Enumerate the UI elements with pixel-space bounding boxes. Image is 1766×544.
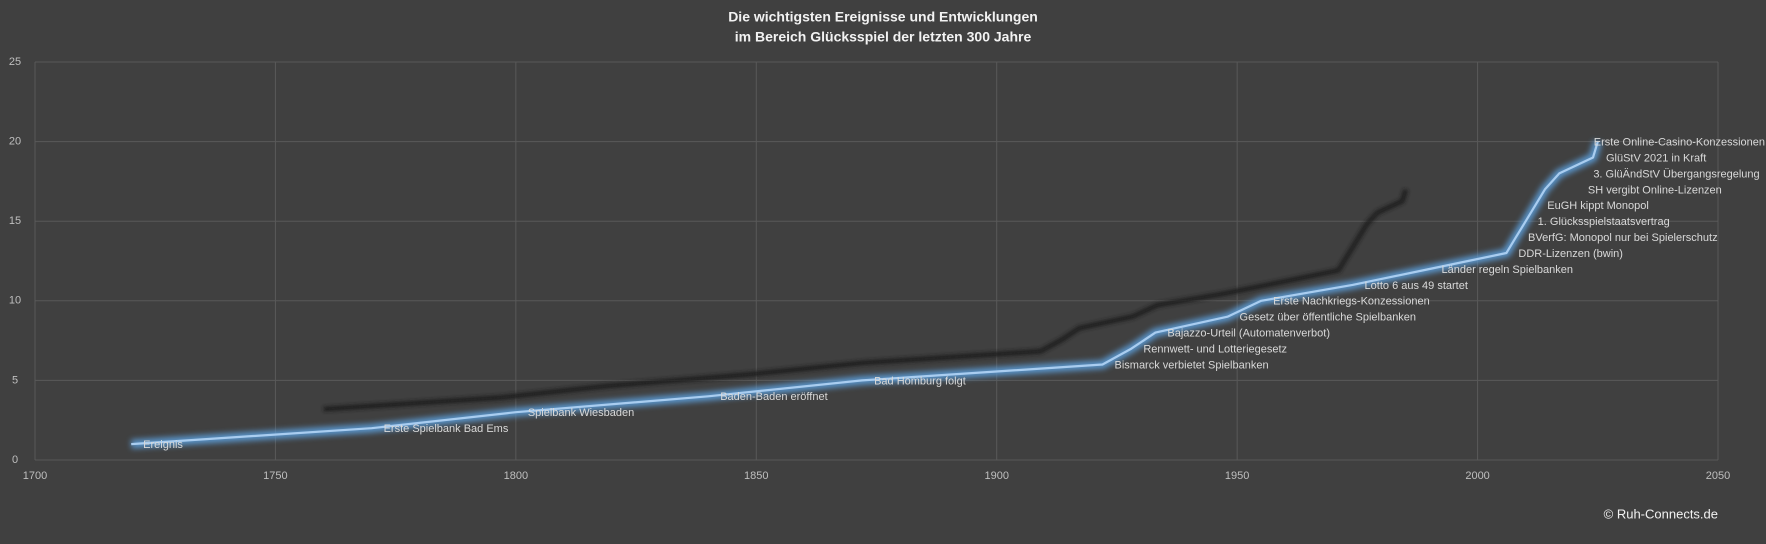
x-tick-label: 2000 <box>1465 470 1489 482</box>
x-tick-label: 1850 <box>744 470 768 482</box>
point-label: Erste Nachkriegs-Konzessionen <box>1273 296 1430 308</box>
line <box>131 141 1599 446</box>
x-tick-label: 1700 <box>23 470 47 482</box>
point-label: SH vergibt Online-Lizenzen <box>1588 184 1722 196</box>
point-label: Bismarck verbietet Spielbanken <box>1115 359 1269 371</box>
chart-title: Die wichtigsten Ereignisse und Entwicklu… <box>728 9 1038 25</box>
x-tick-label: 1800 <box>504 470 528 482</box>
point-label: Bad Homburg folgt <box>874 375 966 387</box>
x-tick-label: 1900 <box>984 470 1008 482</box>
source: © Ruh-Connects.de <box>1604 506 1718 521</box>
y-tick-label: 5 <box>12 374 18 386</box>
point-label: Erste Spielbank Bad Ems <box>384 423 509 435</box>
y-tick-label: 25 <box>9 56 21 68</box>
point-label: Gesetz über öffentliche Spielbanken <box>1240 312 1417 324</box>
point-label: Baden-Baden eröffnet <box>720 391 827 403</box>
point-label: GlüStV 2021 in Kraft <box>1606 152 1706 164</box>
point-label: Bajazzo-Urteil (Automatenverbot) <box>1167 328 1330 340</box>
point-label: 3. GlüÄndStV Übergangsregelung <box>1593 168 1759 180</box>
point-label: Ereignis <box>143 439 183 451</box>
chart-title: im Bereich Glücksspiel der letzten 300 J… <box>735 29 1032 45</box>
x-tick-label: 1950 <box>1225 470 1249 482</box>
point-label: 1. Glücksspielstaatsvertrag <box>1538 216 1670 228</box>
x-tick-label: 1750 <box>263 470 287 482</box>
x-tick-label: 2050 <box>1706 470 1730 482</box>
point-label: EuGH kippt Monopol <box>1547 200 1649 212</box>
point-label: BVerfG: Monopol nur bei Spielerschutz <box>1528 232 1718 244</box>
y-tick-label: 20 <box>9 136 21 148</box>
point-label: Erste Online-Casino-Konzessionen <box>1594 137 1765 149</box>
point-label: Lotto 6 aus 49 startet <box>1365 280 1468 292</box>
y-tick-label: 15 <box>9 215 21 227</box>
line-shadow <box>323 188 1409 412</box>
y-tick-label: 0 <box>12 454 18 466</box>
point-label: Rennwett- und Lotteriegesetz <box>1143 343 1287 355</box>
point-label: Spielbank Wiesbaden <box>528 407 634 419</box>
point-label: Länder regeln Spielbanken <box>1441 264 1573 276</box>
point-label: DDR-Lizenzen (bwin) <box>1518 248 1623 260</box>
y-tick-label: 10 <box>9 295 21 307</box>
